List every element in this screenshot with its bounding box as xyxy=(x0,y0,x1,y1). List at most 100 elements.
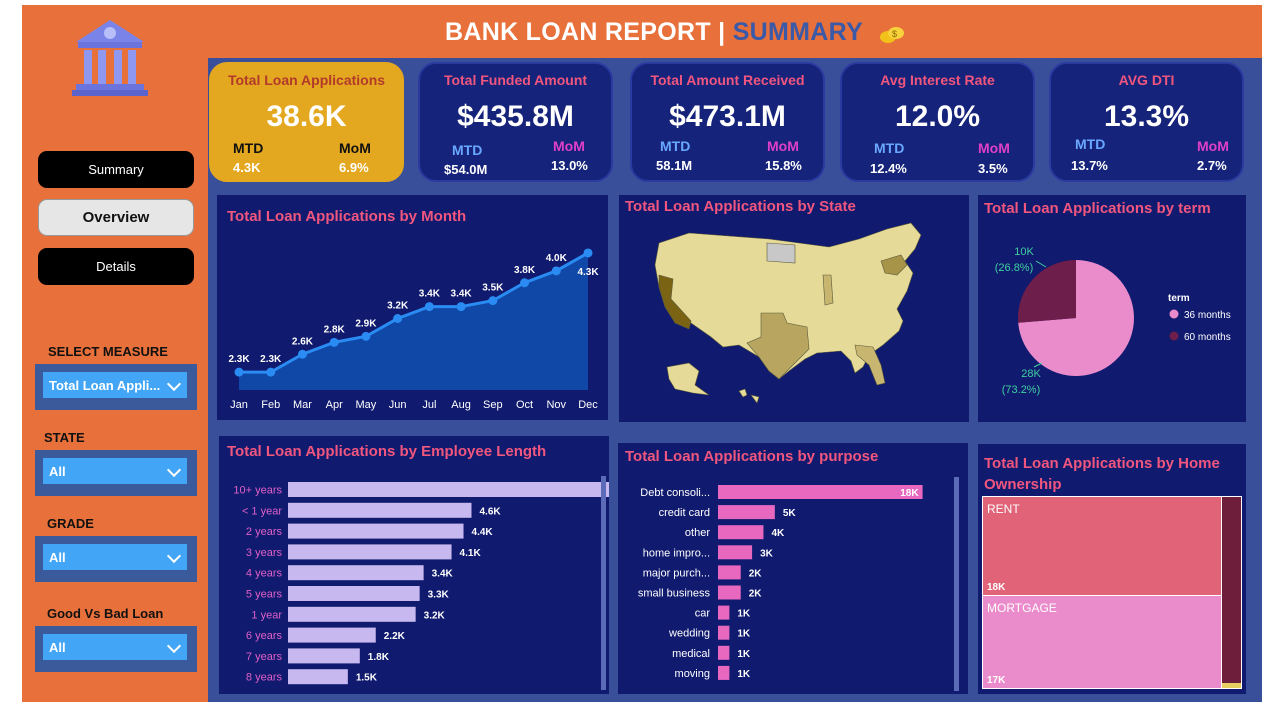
pie-slice-36-months xyxy=(1018,260,1134,376)
bar-data-label: 1K xyxy=(737,649,751,660)
bar-category-label: other xyxy=(685,527,710,539)
scrollbar[interactable] xyxy=(601,476,606,690)
grade-dropdown[interactable]: All xyxy=(43,544,187,570)
kpi-card-funded-amount: Total Funded Amount $435.8M MTD MoM $54.… xyxy=(418,62,613,182)
chart-title: Total Loan Applications by purpose xyxy=(625,448,879,465)
kpi-title: Total Funded Amount xyxy=(443,72,588,88)
bar-data-label: 2K xyxy=(749,568,763,579)
bar-data-label: 18K xyxy=(900,488,919,499)
grade-label: GRADE xyxy=(47,516,94,531)
state-dropdown[interactable]: All xyxy=(43,458,187,484)
month-data-label: 2.3K xyxy=(228,354,250,365)
bar xyxy=(718,665,730,680)
page-title: BANK LOAN REPORT | SUMMARY xyxy=(445,18,864,46)
map-hawaii xyxy=(738,388,760,404)
kpi-mtd-value: 12.4% xyxy=(870,161,907,176)
month-point xyxy=(234,367,244,377)
bar xyxy=(288,565,424,581)
bar-category-label: medical xyxy=(672,648,710,660)
bar-data-label: 4.6K xyxy=(479,506,501,517)
kpi-mtd-value: $54.0M xyxy=(444,162,488,177)
measure-dropdown[interactable]: Total Loan Appli... xyxy=(43,372,187,398)
us-state-map[interactable] xyxy=(619,195,969,422)
bar-data-label: 2.2K xyxy=(384,631,406,642)
month-line-chart: 2.3K Jan 2.3K Feb 2.6K Mar 2.8K Apr 2.9K May 3.2K J… xyxy=(228,248,599,411)
month-line xyxy=(239,251,589,374)
bar-data-label: 2K xyxy=(749,589,763,600)
legend-title: term xyxy=(1168,293,1190,304)
good-bad-dropdown[interactable]: All xyxy=(43,634,187,660)
month-point xyxy=(424,302,434,312)
kpi-value: 12.0% xyxy=(894,100,981,133)
chart-title: Total Loan Applications by Employee Leng… xyxy=(227,443,547,460)
kpi-card-avg-interest: Avg Interest Rate 12.0% MTD MoM 12.4% 3.… xyxy=(840,62,1035,182)
treemap-mortgage xyxy=(983,596,1221,688)
treemap-value: 18K xyxy=(987,582,1006,593)
bar-data-label: 1K xyxy=(737,669,751,680)
sidebar xyxy=(22,5,208,702)
bar-category-label: 7 years xyxy=(246,651,283,663)
bar-data-label: 3.4K xyxy=(432,569,454,580)
nav-overview-button[interactable]: Overview xyxy=(38,199,194,236)
state-slicer: All xyxy=(35,450,197,496)
scrollbar[interactable] xyxy=(954,477,959,691)
month-tick-label: May xyxy=(356,399,377,411)
nav-details-button[interactable]: Details xyxy=(38,248,194,285)
good-bad-label: Good Vs Bad Loan xyxy=(47,606,164,621)
kpi-mom-value: 13.0% xyxy=(551,158,588,173)
bar-data-label: 1K xyxy=(737,609,751,620)
bar-category-label: moving xyxy=(675,668,710,680)
kpi-mom-label: MoM xyxy=(553,138,585,154)
month-tick-label: Aug xyxy=(451,399,471,411)
month-data-label: 2.6K xyxy=(292,336,314,347)
bar-category-label: home impro... xyxy=(643,547,710,559)
month-chart-panel: Total Loan Applications by Month 2.3K Jan… xyxy=(217,195,608,420)
purpose-bar-chart: Debt consoli... 18K credit card 5K other 4K ho… xyxy=(638,485,923,680)
treemap-other xyxy=(1222,497,1241,683)
month-data-label: 4.0K xyxy=(546,253,568,264)
map-state-california xyxy=(658,274,692,330)
month-data-label: 2.3K xyxy=(260,354,282,365)
bar-category-label: 8 years xyxy=(246,672,283,684)
month-tick-label: Oct xyxy=(516,399,533,411)
map-state-texas xyxy=(746,312,810,380)
month-data-label: 4.3K xyxy=(577,267,599,278)
treemap-label: RENT xyxy=(987,502,1020,516)
bar-data-label: 3.3K xyxy=(428,590,450,601)
bar xyxy=(288,523,464,539)
nav-summary-button[interactable]: Summary xyxy=(38,151,194,188)
month-point xyxy=(551,266,561,276)
bar-category-label: car xyxy=(695,608,711,620)
good-bad-slicer: All xyxy=(35,626,197,672)
bar xyxy=(718,565,741,580)
month-area xyxy=(239,252,588,390)
pie-data-label: 28K xyxy=(1021,368,1041,380)
month-data-label: 3.2K xyxy=(387,301,409,312)
month-data-label: 2.9K xyxy=(355,318,377,329)
chart-title: Total Loan Applications by term xyxy=(984,200,1211,217)
kpi-value: $473.1M xyxy=(669,100,786,133)
bar xyxy=(288,627,376,643)
map-alaska xyxy=(666,362,710,396)
kpi-card-total-applications: Total Loan Applications 38.6K MTD MoM 4.… xyxy=(209,62,404,182)
bar xyxy=(288,502,472,518)
kpi-mtd-value: 4.3K xyxy=(233,160,261,175)
bank-icon xyxy=(72,20,148,96)
kpi-card-avg-dti: AVG DTI 13.3% MTD MoM 13.7% 2.7% xyxy=(1049,62,1244,182)
bar xyxy=(718,525,764,540)
chevron-down-icon xyxy=(166,548,182,564)
bar-category-label: wedding xyxy=(668,628,710,640)
month-tick-label: Mar xyxy=(293,399,312,411)
select-measure-label: SELECT MEASURE xyxy=(48,344,168,359)
bar-category-label: 2 years xyxy=(246,526,283,538)
bar xyxy=(718,505,775,520)
kpi-value: 38.6K xyxy=(266,100,347,133)
bar-category-label: 4 years xyxy=(246,568,283,580)
kpi-value: $435.8M xyxy=(457,100,574,133)
bar-data-label: 1.5K xyxy=(356,673,378,684)
map-state-north-dakota xyxy=(766,242,796,264)
kpi-mtd-label: MTD xyxy=(1075,136,1106,152)
chevron-down-icon xyxy=(166,376,182,392)
emp-length-panel: Total Loan Applications by Employee Leng… xyxy=(219,436,609,694)
measure-slicer: Total Loan Appli... xyxy=(35,364,197,410)
